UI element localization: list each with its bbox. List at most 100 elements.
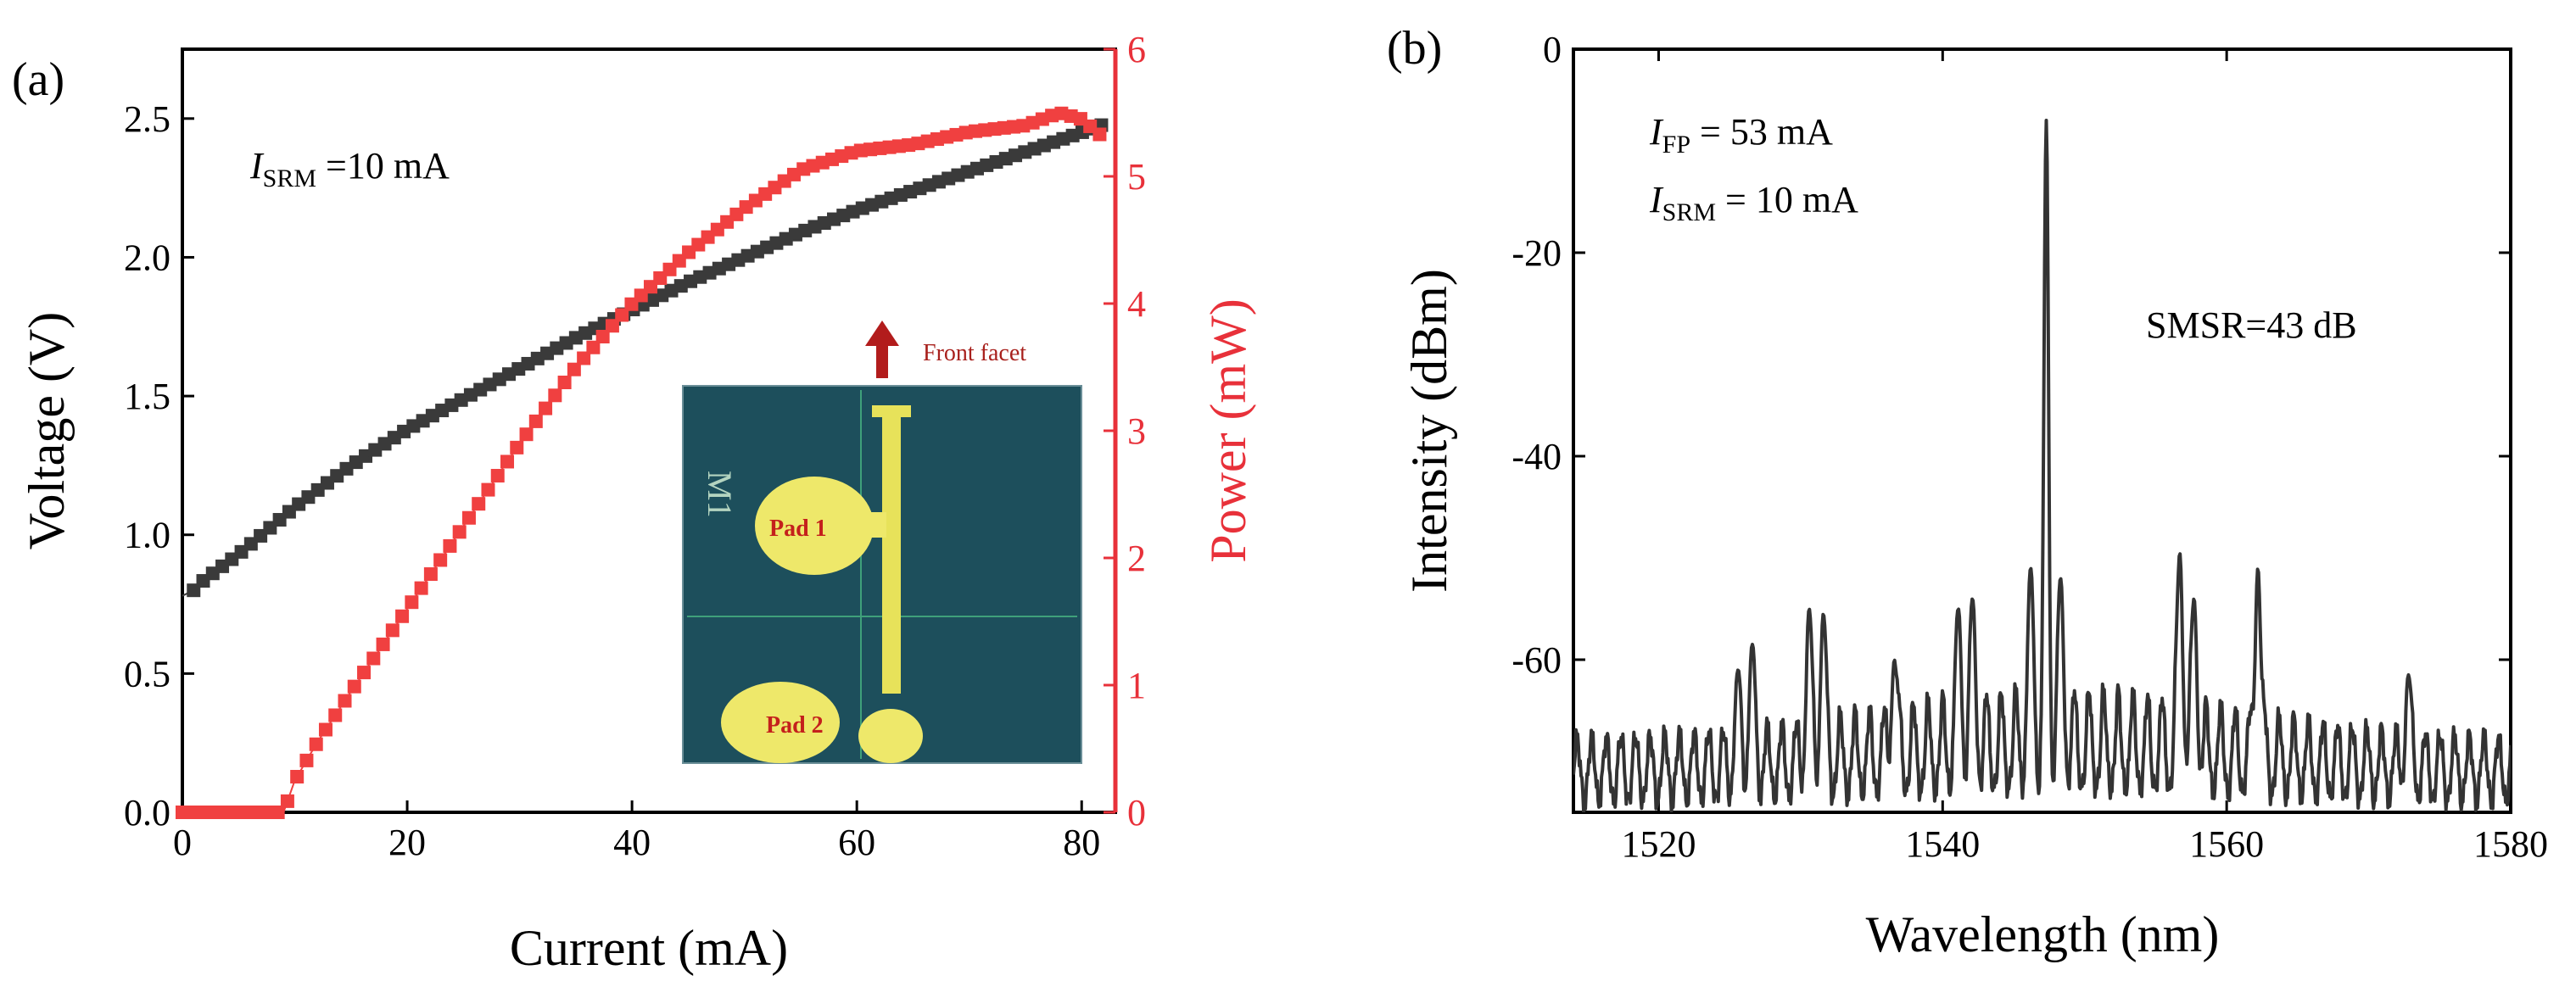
panel-a-marker-power [318,722,332,737]
inset-strip [882,405,901,694]
panel-a-marker-power [423,567,438,582]
panel-a-y-tick-label: 0.0 [124,792,170,834]
panel-a-marker-power [1092,127,1107,142]
front-facet-arrow-icon [865,321,899,378]
panel-b-xlabel: Wavelength (nm) [1866,906,2220,962]
panel-a-marker-power [548,388,562,403]
panel-b-y-tick-label: -20 [1512,232,1562,274]
panel-b-annotation-1-sub: FP [1662,131,1690,159]
panel-a-series [176,106,1109,819]
inset-border [682,385,1082,764]
panel-a-marker-power [490,469,505,483]
panel-a-x-tick-label: 40 [613,822,651,863]
panel-a-x-tick-label: 60 [838,822,875,863]
panel-a-xlabel: Current (mA) [510,920,788,976]
panel-a-marker-power [528,414,543,428]
panel-b-spectrum-line [1573,119,2511,812]
panel-b-series [1573,119,2511,812]
panel-b-smsr-annotation: SMSR=43 dB [2146,304,2357,346]
inset-pad1-neck [869,512,886,538]
panel-a-y-tick-label: 1.0 [124,515,170,556]
panel-a-marker-power [366,651,381,666]
panel-a-marker-power [539,401,553,415]
panel-a-y2-tick-label: 5 [1127,156,1146,198]
panel-a-label: (a) [12,53,64,106]
panel-a-marker-power [510,440,524,454]
panel-b-y-tick-label: 0 [1543,29,1562,70]
panel-a-y2-tick-label: 2 [1127,538,1146,579]
panel-a-marker-power [615,308,629,322]
panel-b-x-tick-label: 1560 [2189,823,2264,865]
panel-a-marker-power [271,806,285,819]
panel-a-annotation-main: I [249,145,265,187]
panel-b-ylabel: Intensity (dBm) [1401,269,1457,593]
panel-b-annotation-2-rest: = 10 mA [1716,179,1858,220]
panel-a-marker-power [519,427,534,442]
panel-a-y-tick-label: 2.0 [124,237,170,278]
panel-b-x-tick-label: 1520 [1621,823,1696,865]
inset-front-facet-label: Front facet [923,340,1026,366]
panel-a-y2-tick-label: 4 [1127,283,1146,325]
panel-a-annotation-sub: SRM [263,164,316,192]
panel-a-marker-power [338,694,352,708]
inset-pad1-label: Pad 1 [769,516,827,542]
panel-a-y2-tick-label: 1 [1127,665,1146,706]
panel-a-x-ticks: 0 20 40 60 80 [173,800,1100,863]
inset-marker-label: M1 [701,471,739,518]
panel-a-y2-ticks: 0 1 2 3 4 5 6 [1104,29,1146,834]
panel-a-marker-power [605,319,619,333]
inset-pad2-lobe [858,709,923,763]
panel-a-y2-tick-label: 3 [1127,410,1146,452]
inset-pad2-label: Pad 2 [766,712,824,739]
panel-b-x-ticks: 1520 1540 1560 1580 [1621,49,2548,865]
panel-b-annotation-1: IFP = 53 mA [1649,111,1833,159]
panel-a-marker-power [347,679,361,694]
panel-a-marker-power [577,351,591,365]
panel-a-marker-power [500,454,515,469]
panel-a-y2-tick-label: 0 [1127,792,1146,834]
panel-a-marker-power [443,538,457,553]
panel-a-marker-power [290,770,305,783]
panel-a-marker-power [395,609,410,623]
panel-b-annotation-1-rest: = 53 mA [1690,111,1833,153]
panel-a-marker-power [309,737,323,751]
panel-a-series-power [176,106,1107,819]
panel-a-marker-power [567,362,581,376]
panel-a-marker-power [595,330,610,343]
panel-a-annotation-rest: =10 mA [316,145,450,187]
panel-a-marker-power [557,376,572,389]
panel-a: (a) 0 20 40 60 80 0.0 0.5 1.0 1.5 2.0 2.5 0 1 2 3 4 5 6… [12,29,1256,976]
panel-b-y-tick-label: -60 [1512,639,1562,681]
panel-a-y-tick-label: 1.5 [124,376,170,417]
inset-strip-top [872,405,911,417]
panel-a-x-tick-label: 20 [388,822,426,863]
panel-b-annotation-1-main: I [1649,111,1664,153]
panel-b-label: (b) [1387,22,1442,75]
panel-b-frame [1572,47,2512,814]
panel-b-y-ticks: 0 -20 -40 -60 [1512,29,2511,681]
panel-b-annotation-2-main: I [1649,179,1664,220]
panel-a-marker-power [481,482,495,497]
panel-a-marker-power [405,595,419,610]
panel-b-y-tick-label: -40 [1512,436,1562,477]
panel-a-marker-power [433,553,448,567]
panel-b-annotation-2-sub: SRM [1662,198,1716,226]
panel-a-x-tick-label: 0 [173,822,192,863]
panel-a-ylabel: Voltage (V) [19,312,75,550]
panel-a-marker-power [414,581,428,595]
panel-a-marker-power [280,794,294,808]
panel-a-marker-power [376,637,390,651]
panel-a-marker-power [586,340,601,354]
panel-a-marker-power [328,708,343,722]
panel-a-marker-power [452,525,467,539]
inset-pad2 [721,682,840,763]
panel-a-annotation: ISRM =10 mA [249,145,450,192]
panel-a-series-voltage [187,118,1109,598]
panel-b-x-tick-label: 1580 [2473,823,2548,865]
panel-a-marker-power [299,753,314,767]
panel-a-marker-power [461,510,476,525]
panel-a-y-tick-label: 0.5 [124,653,170,694]
panel-a-y-tick-label: 2.5 [124,98,170,140]
panel-a-y2label: Power (mW) [1200,298,1256,563]
